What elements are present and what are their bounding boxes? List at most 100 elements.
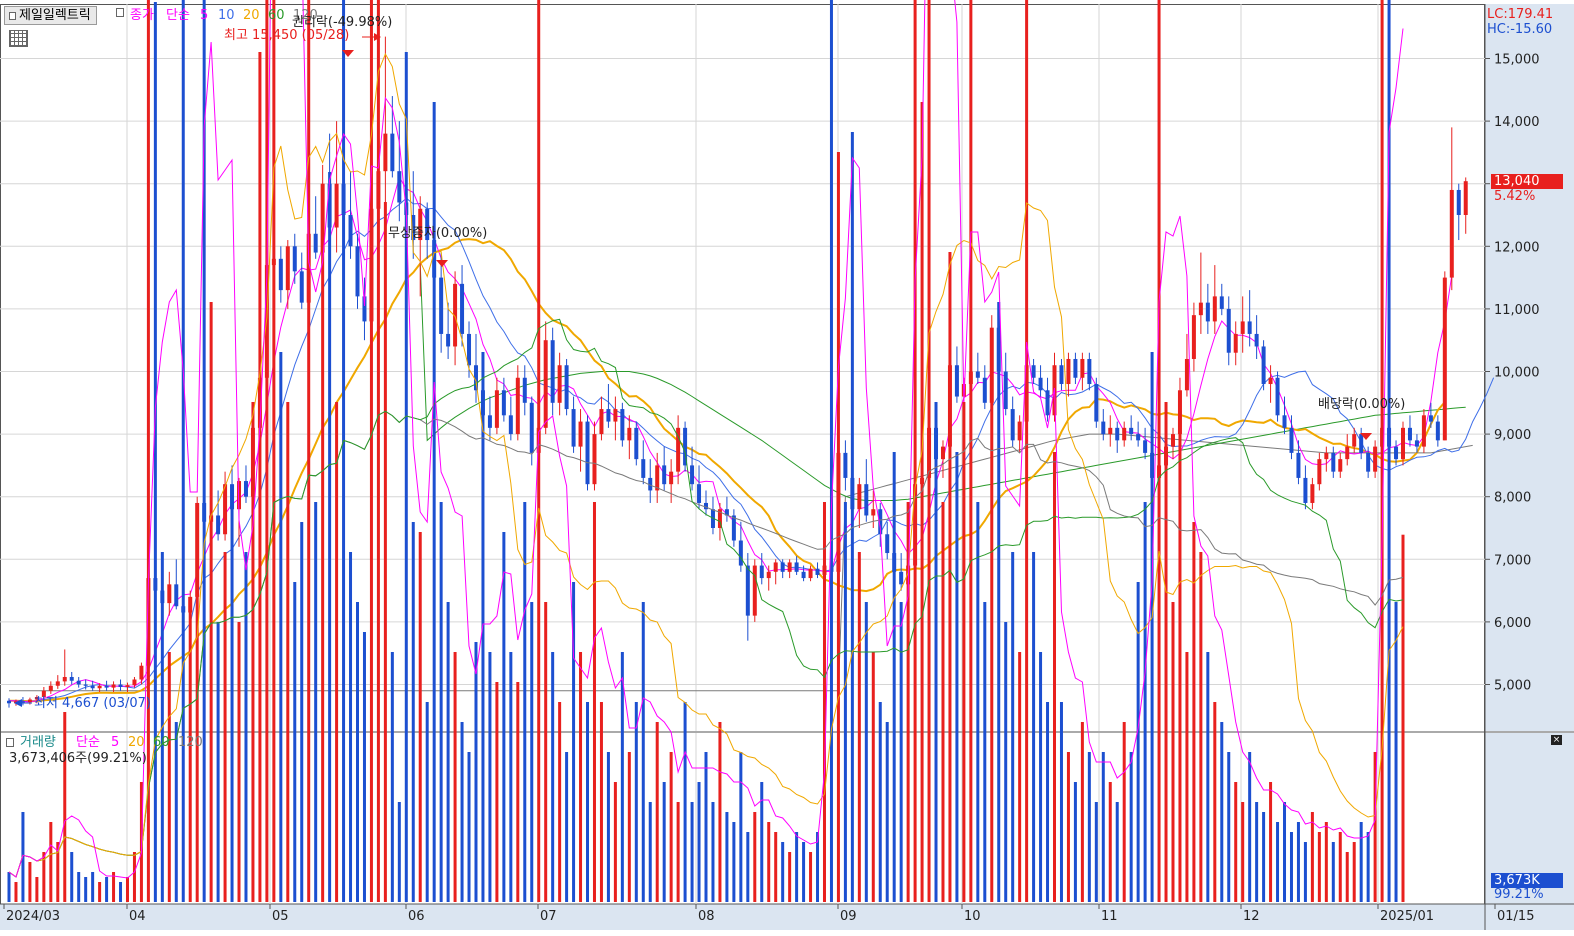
candle-body: [606, 409, 611, 422]
legend-volume-name: 거래량: [20, 735, 56, 750]
candle-body: [69, 676, 74, 681]
candle: [285, 240, 290, 309]
candle-body: [954, 365, 959, 397]
volume-bar: [662, 782, 666, 902]
volume-bar: [1101, 752, 1105, 902]
candle-body: [104, 685, 109, 688]
ma20-line: [9, 238, 1446, 703]
price-tick-label: 7,000: [1494, 553, 1531, 568]
candle-body: [731, 515, 736, 541]
candle: [1331, 446, 1336, 478]
candle-body: [1115, 427, 1120, 441]
candle: [1366, 446, 1371, 478]
volume-bar: [14, 882, 18, 902]
volume-bar: [98, 882, 102, 902]
candle-body: [90, 685, 95, 689]
candle-body: [613, 409, 618, 422]
volume-bar: [56, 842, 60, 902]
candle-body: [1456, 189, 1461, 215]
candle-body: [362, 296, 367, 322]
candle-body: [313, 233, 318, 253]
candle-body: [1087, 358, 1092, 385]
volume-bar: [230, 502, 234, 902]
candle-body: [1317, 459, 1322, 485]
candle: [1359, 427, 1364, 460]
high-marker: [342, 50, 354, 57]
candle: [1136, 421, 1141, 447]
dividend-marker: [1360, 433, 1372, 440]
candle-body: [299, 271, 304, 303]
volume-bar: [836, 152, 840, 902]
price-axis-bg: [1485, 4, 1574, 731]
volume-bar: [174, 722, 178, 902]
candle-body: [745, 565, 750, 616]
candle: [487, 396, 492, 441]
volume-bar: [864, 602, 868, 902]
volume-bar: [927, 0, 931, 902]
volume-bar: [1053, 452, 1056, 902]
volume-bar: [732, 822, 736, 902]
price-tick-label: 9,000: [1494, 428, 1531, 443]
time-axis-ticks: 2024/03 04 05 06 07 08 09 10 11 12 2025/01 01/15: [3, 904, 1534, 924]
volume-bar: [216, 622, 220, 902]
candle-body: [1449, 189, 1454, 278]
volume-bar: [1394, 602, 1398, 902]
candle: [1052, 352, 1057, 422]
candle: [522, 365, 527, 416]
candle-body: [195, 502, 200, 597]
volume-bar: [746, 832, 750, 902]
candle-body: [1205, 302, 1210, 322]
candle: [1108, 415, 1113, 447]
candle: [710, 496, 715, 535]
volume-bar: [627, 752, 631, 902]
candle-body: [571, 409, 576, 447]
volume-bar: [244, 552, 248, 902]
stock-name-button[interactable]: 제일일렉트릭: [4, 6, 97, 25]
candle-body: [125, 685, 130, 688]
grid-toggle-icon[interactable]: [9, 30, 28, 47]
candle: [557, 352, 562, 416]
candle-body: [641, 459, 646, 478]
volume-bar: [676, 802, 680, 902]
volume-bar: [195, 552, 199, 902]
candle-body: [97, 685, 102, 689]
candle-body: [1212, 296, 1217, 322]
volume-bar: [1310, 812, 1314, 902]
volume-ma5-line: [8, 0, 1404, 879]
ma5-line: [8, 176, 1453, 703]
candle-body: [1184, 358, 1189, 391]
volume-bar: [369, 0, 373, 902]
candle-body: [418, 208, 423, 241]
candle-body: [216, 515, 221, 535]
volume-bar: [558, 702, 562, 902]
volume-bar: [997, 302, 1001, 902]
volume-bar: [1283, 802, 1287, 902]
volume-bar: [697, 782, 701, 902]
candle: [808, 565, 813, 582]
volume-bar: [167, 652, 171, 902]
candle-body: [585, 421, 590, 485]
volume-bar: [1373, 752, 1377, 902]
volume-bar: [488, 652, 492, 902]
candle-body: [1338, 459, 1343, 472]
close-icon[interactable]: ×: [1551, 735, 1562, 745]
legend-volume-ma120: 120: [178, 735, 203, 750]
candle: [508, 396, 513, 441]
candle-body: [794, 562, 799, 572]
candle: [1310, 477, 1315, 510]
candle-body: [717, 509, 722, 528]
candle: [655, 452, 660, 503]
candle-body: [1122, 427, 1127, 441]
candle: [167, 571, 172, 616]
candle: [738, 521, 743, 572]
candle-body: [1463, 181, 1468, 215]
candle: [857, 477, 862, 528]
volume-bar: [537, 0, 541, 902]
candle-body: [383, 133, 388, 172]
price-tick-label: 14,000: [1494, 115, 1540, 130]
volume-bar: [1352, 842, 1356, 902]
volume-bar: [105, 877, 109, 902]
candle-body: [292, 246, 297, 272]
volume-bar: [474, 642, 478, 902]
candle-body: [704, 502, 708, 510]
